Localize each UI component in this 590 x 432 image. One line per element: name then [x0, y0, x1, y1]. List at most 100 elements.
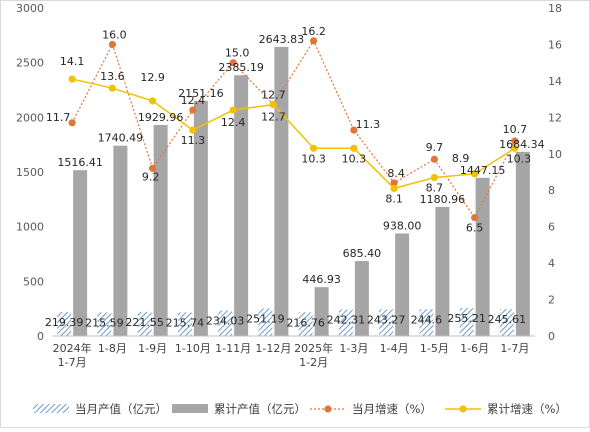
bar: [113, 145, 128, 336]
line-point: [511, 137, 519, 145]
data-label: 216.76: [286, 316, 325, 329]
data-label: 2151.16: [178, 87, 224, 100]
line-point: [430, 155, 438, 163]
y-right-tick-label: 14: [548, 75, 562, 88]
x-tick-label: 1-10月: [175, 342, 211, 355]
data-label: 16.0: [102, 28, 127, 41]
y-right-tick-label: 10: [548, 148, 562, 161]
line-point: [189, 106, 197, 114]
data-label: 12.4: [181, 94, 206, 107]
x-tick-label: 1-2月: [299, 356, 328, 369]
bar: [57, 312, 72, 336]
line-point: [471, 170, 479, 178]
data-label: 8.1: [385, 192, 403, 205]
line-point: [149, 164, 157, 172]
bar: [419, 309, 434, 336]
data-label: 221.55: [125, 316, 164, 329]
bar: [218, 310, 233, 336]
line-point: [229, 59, 237, 67]
data-label: 12.7: [261, 111, 286, 124]
bar: [314, 287, 329, 336]
data-label: 12.7: [261, 89, 286, 102]
data-label: 243.27: [367, 313, 406, 326]
data-label: 13.6: [100, 70, 125, 83]
data-label: 14.1: [60, 55, 85, 68]
legend-swatch: [172, 404, 208, 413]
bar: [515, 151, 530, 336]
line-point: [229, 106, 237, 114]
y-right-tick-label: 8: [548, 184, 555, 197]
line-point: [350, 126, 358, 134]
bar: [177, 312, 192, 336]
data-label: 255.21: [447, 312, 486, 325]
data-label: 12.9: [140, 71, 165, 84]
y-left-tick-label: 3000: [16, 2, 44, 15]
bar: [338, 309, 353, 336]
bar: [258, 308, 273, 336]
data-label: 9.7: [426, 141, 444, 154]
line-point: [269, 100, 277, 109]
data-label: 215.74: [166, 316, 205, 329]
x-tick-label: 1-3月: [339, 342, 368, 355]
data-label: 16.2: [301, 25, 326, 38]
bar: [499, 309, 514, 336]
bar: [395, 233, 410, 336]
line-point: [310, 37, 318, 45]
bar: [475, 177, 490, 336]
data-label: 10.3: [342, 152, 367, 165]
line-point: [430, 173, 438, 182]
line-point: [511, 144, 519, 152]
y-right-tick-label: 18: [548, 2, 562, 15]
line-point: [189, 126, 197, 134]
data-label: 685.40: [343, 247, 382, 260]
data-label: 10.3: [301, 152, 326, 165]
bar: [193, 100, 208, 336]
legend: 当月产值（亿元） 累计产值（亿元） 当月增速（%） 累计增速（%）: [33, 402, 567, 416]
data-label: 234.03: [206, 314, 245, 327]
data-label: 1740.49: [98, 132, 144, 145]
data-label: 15.0: [225, 47, 250, 60]
legend-marker: [324, 405, 332, 413]
series-line: [71, 78, 516, 190]
data-labels-layer: 219.39 215.59 221.55 215.74 234.03 251.19 216.…: [45, 25, 545, 330]
data-label: 215.59: [85, 316, 124, 329]
y-left-tick-label: 2500: [16, 57, 44, 70]
data-label: 1929.96: [138, 111, 184, 124]
data-label: 244.6: [411, 313, 443, 326]
lines-layer: [68, 37, 519, 222]
bar: [274, 46, 289, 336]
x-tick-label: 1-7月: [58, 356, 87, 369]
x-tick-label: 1-5月: [420, 342, 449, 355]
bar: [379, 309, 394, 336]
y-left-tick-label: 0: [37, 330, 44, 343]
data-label: 1516.41: [57, 156, 103, 169]
bar: [435, 206, 450, 336]
data-label: 446.93: [302, 273, 341, 286]
x-tick-label: 2025年: [294, 341, 333, 355]
legend-label: 累计产值（亿元）: [214, 402, 306, 416]
bars-layer: [57, 46, 530, 336]
data-label: 219.39: [45, 316, 84, 329]
data-label: 11.3: [356, 118, 381, 131]
line-point: [108, 40, 116, 49]
axes-layer: 0500100015002000250030000246810121416182…: [16, 2, 562, 369]
x-tick-label: 1-8月: [98, 342, 127, 355]
line-point: [108, 84, 116, 92]
data-label: 9.2: [142, 170, 160, 183]
y-right-tick-label: 6: [548, 221, 555, 234]
bar: [137, 311, 152, 336]
x-tick-label: 1-12月: [255, 342, 291, 355]
line-point: [390, 184, 398, 192]
data-label: 10.3: [507, 152, 532, 165]
y-left-tick-label: 2000: [16, 111, 44, 124]
data-label: 12.4: [221, 116, 246, 129]
data-label: 1447.15: [460, 164, 506, 177]
bar: [73, 170, 88, 336]
x-tick-label: 2024年: [53, 341, 92, 355]
line-point: [310, 144, 318, 152]
bar: [459, 308, 474, 336]
line-point: [471, 213, 479, 222]
